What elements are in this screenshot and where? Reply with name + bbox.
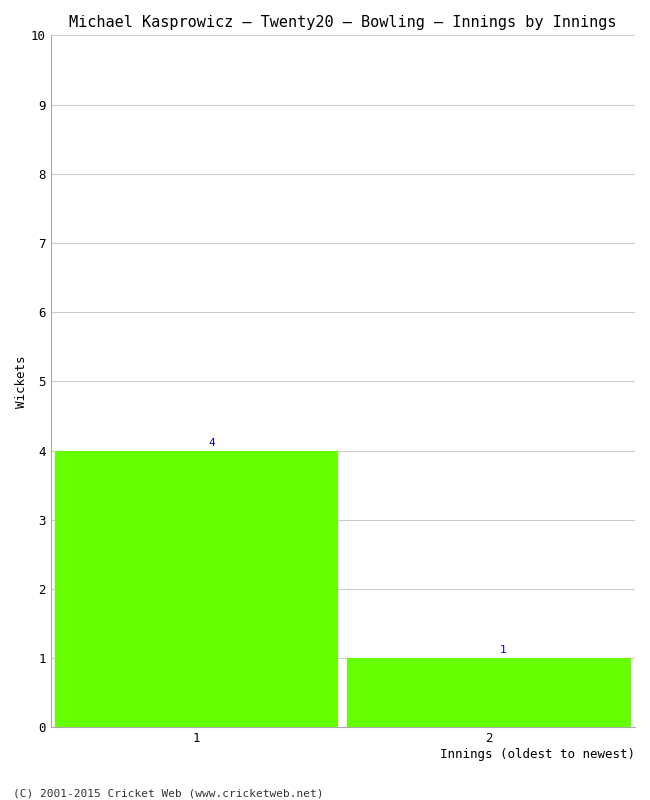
- Bar: [55, 450, 339, 727]
- X-axis label: Innings (oldest to newest): Innings (oldest to newest): [440, 748, 635, 761]
- Text: 1: 1: [500, 646, 507, 655]
- Text: (C) 2001-2015 Cricket Web (www.cricketweb.net): (C) 2001-2015 Cricket Web (www.cricketwe…: [13, 788, 324, 798]
- Y-axis label: Wickets: Wickets: [15, 355, 28, 407]
- Bar: [347, 658, 630, 727]
- Text: 4: 4: [208, 438, 214, 448]
- Title: Michael Kasprowicz – Twenty20 – Bowling – Innings by Innings: Michael Kasprowicz – Twenty20 – Bowling …: [69, 15, 617, 30]
